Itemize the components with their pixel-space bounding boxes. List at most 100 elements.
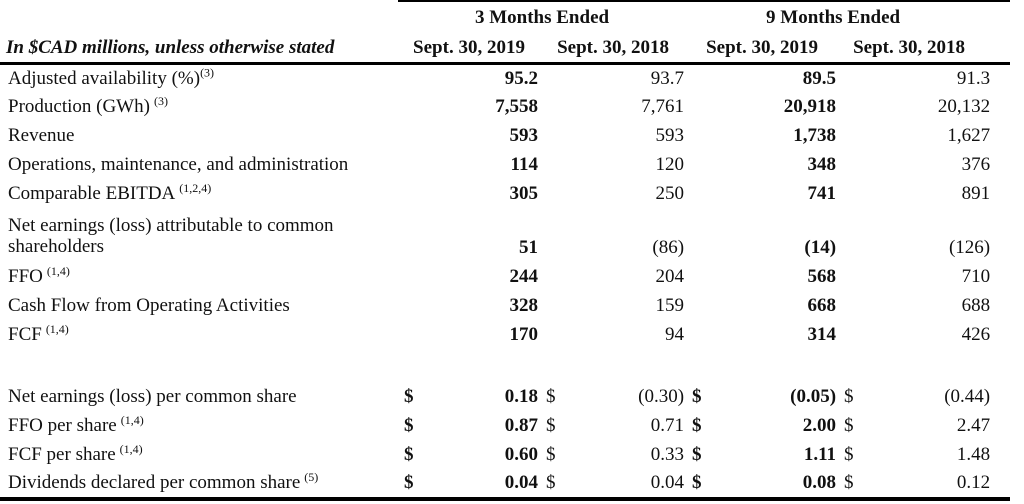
value-cell: 568 xyxy=(807,266,837,287)
row-label: Cash Flow from Operating Activities xyxy=(8,295,290,317)
spacer-row xyxy=(0,350,1010,383)
currency-cell xyxy=(540,292,566,321)
header-spacer xyxy=(0,1,398,30)
value-cell: 114 xyxy=(510,154,538,175)
currency-cell xyxy=(686,93,710,122)
row-label-cell: FCF (1,4) xyxy=(0,321,398,350)
table-row: Adjusted availability (%)(3) 95.2 93.7 89.5… xyxy=(0,64,1010,93)
table-row: Cash Flow from Operating Activities 328 15… xyxy=(0,292,1010,321)
currency-symbol: $ xyxy=(546,386,556,407)
currency-symbol: $ xyxy=(404,386,414,407)
unit-label: In $CAD millions, unless otherwise state… xyxy=(0,30,398,65)
value-cell: 710 xyxy=(961,266,991,287)
currency-cell xyxy=(398,93,424,122)
currency-cell xyxy=(398,64,424,93)
value-cell: 1.11 xyxy=(803,444,837,465)
currency-symbol: $ xyxy=(546,444,556,465)
currency-cell xyxy=(540,209,566,263)
currency-cell xyxy=(686,151,710,180)
value-cell: 0.08 xyxy=(710,469,839,501)
table-row: Production (GWh) (3) 7,558 7,761 20,918 20,13… xyxy=(0,93,1010,122)
currency-cell xyxy=(686,292,710,321)
currency-symbol: $ xyxy=(844,386,854,407)
value-cell: (0.05) xyxy=(790,386,837,407)
value-cell: 0.33 xyxy=(650,444,685,465)
value-cell: 0.18 xyxy=(504,386,538,407)
currency-cell xyxy=(838,64,864,93)
value-cell: 20,918 xyxy=(783,96,837,117)
value-cell: 170 xyxy=(509,324,539,345)
value-cell: 95.2 xyxy=(504,67,538,89)
value-cell: 314 xyxy=(807,324,837,345)
value-cell: 0.87 xyxy=(504,415,538,436)
currency-cell xyxy=(838,292,864,321)
value-cell: 94 xyxy=(665,324,685,345)
currency-cell xyxy=(686,180,710,209)
row-label: Net earnings (loss) per common share xyxy=(8,386,297,408)
row-label-cell: Operations, maintenance, and administrat… xyxy=(0,151,398,180)
table-row: Net earnings (loss) attributable to comm… xyxy=(0,209,1010,263)
row-label-cell: Adjusted availability (%)(3) xyxy=(0,64,398,93)
col-group-9-months: 9 Months Ended xyxy=(686,0,1011,30)
table-row: Comparable EBITDA (1,2,4) 305 250 741 891 xyxy=(0,180,1010,209)
row-label-cell: FCF per share (1,4) xyxy=(0,441,398,470)
value-cell: 426 xyxy=(961,324,991,345)
value-cell: 250 xyxy=(655,183,685,204)
value-cell: 7,761 xyxy=(641,96,685,117)
value-cell: 20,132 xyxy=(937,96,991,117)
value-cell: (14) xyxy=(804,236,837,258)
row-label-cell: Net earnings (loss) per common share xyxy=(0,383,398,412)
value-cell: 305 xyxy=(509,183,539,204)
value-cell: 668 xyxy=(807,295,837,316)
value-cell: 593 xyxy=(655,125,685,146)
currency-cell xyxy=(540,321,566,350)
value-cell: 120 xyxy=(655,154,685,175)
currency-symbol: $ xyxy=(844,415,854,436)
currency-cell xyxy=(686,122,710,151)
row-label-cell: Production (GWh) (3) xyxy=(0,93,398,122)
value-cell: (86) xyxy=(652,236,685,258)
currency-cell xyxy=(838,263,864,292)
footnote-reference: (1,4) xyxy=(120,413,144,428)
currency-cell xyxy=(540,122,566,151)
value-cell: 688 xyxy=(961,295,991,316)
period-header-3m-2019: Sept. 30, 2019 xyxy=(398,30,540,65)
currency-cell xyxy=(686,263,710,292)
value-cell: 1,738 xyxy=(793,125,837,146)
row-label: FFO per share xyxy=(8,415,117,437)
table-row: FCF (1,4) 170 94 314 426 xyxy=(0,321,1010,350)
value-cell: 0.04 xyxy=(566,469,687,501)
table-header: 3 Months Ended 9 Months Ended In $CAD mi… xyxy=(0,0,1011,65)
value-cell: 891 xyxy=(961,183,991,204)
period-header-9m-2019: Sept. 30, 2019 xyxy=(686,30,839,65)
value-cell: 328 xyxy=(509,295,539,316)
value-cell: 93.7 xyxy=(650,67,685,89)
table-row: FFO per share (1,4) $0.87 $0.71 $2.00 $2.47 xyxy=(0,412,1010,441)
footnote-reference: (3) xyxy=(200,65,215,80)
currency-symbol: $ xyxy=(844,444,854,465)
value-cell: 89.5 xyxy=(802,67,837,89)
period-header-3m-2018: Sept. 30, 2018 xyxy=(540,30,687,65)
currency-cell xyxy=(686,209,710,263)
footnote-reference: (5) xyxy=(304,470,319,485)
currency-cell xyxy=(686,64,710,93)
currency-symbol: $ xyxy=(540,469,566,501)
currency-cell xyxy=(540,263,566,292)
value-cell: 244 xyxy=(509,266,539,287)
currency-cell xyxy=(398,321,424,350)
value-cell: 1,627 xyxy=(947,125,991,146)
value-cell: 7,558 xyxy=(495,96,538,117)
value-cell: 204 xyxy=(655,266,685,287)
spacer-cell xyxy=(0,350,1010,383)
currency-cell xyxy=(838,93,864,122)
period-header-row: In $CAD millions, unless otherwise state… xyxy=(0,30,1011,65)
currency-cell xyxy=(686,321,710,350)
currency-symbol: $ xyxy=(404,415,414,436)
currency-symbol: $ xyxy=(692,415,702,436)
currency-cell xyxy=(398,263,424,292)
table-row: Net earnings (loss) per common share $0.1… xyxy=(0,383,1010,412)
currency-cell xyxy=(540,64,566,93)
currency-symbol: $ xyxy=(692,444,702,465)
value-cell: 159 xyxy=(655,295,685,316)
